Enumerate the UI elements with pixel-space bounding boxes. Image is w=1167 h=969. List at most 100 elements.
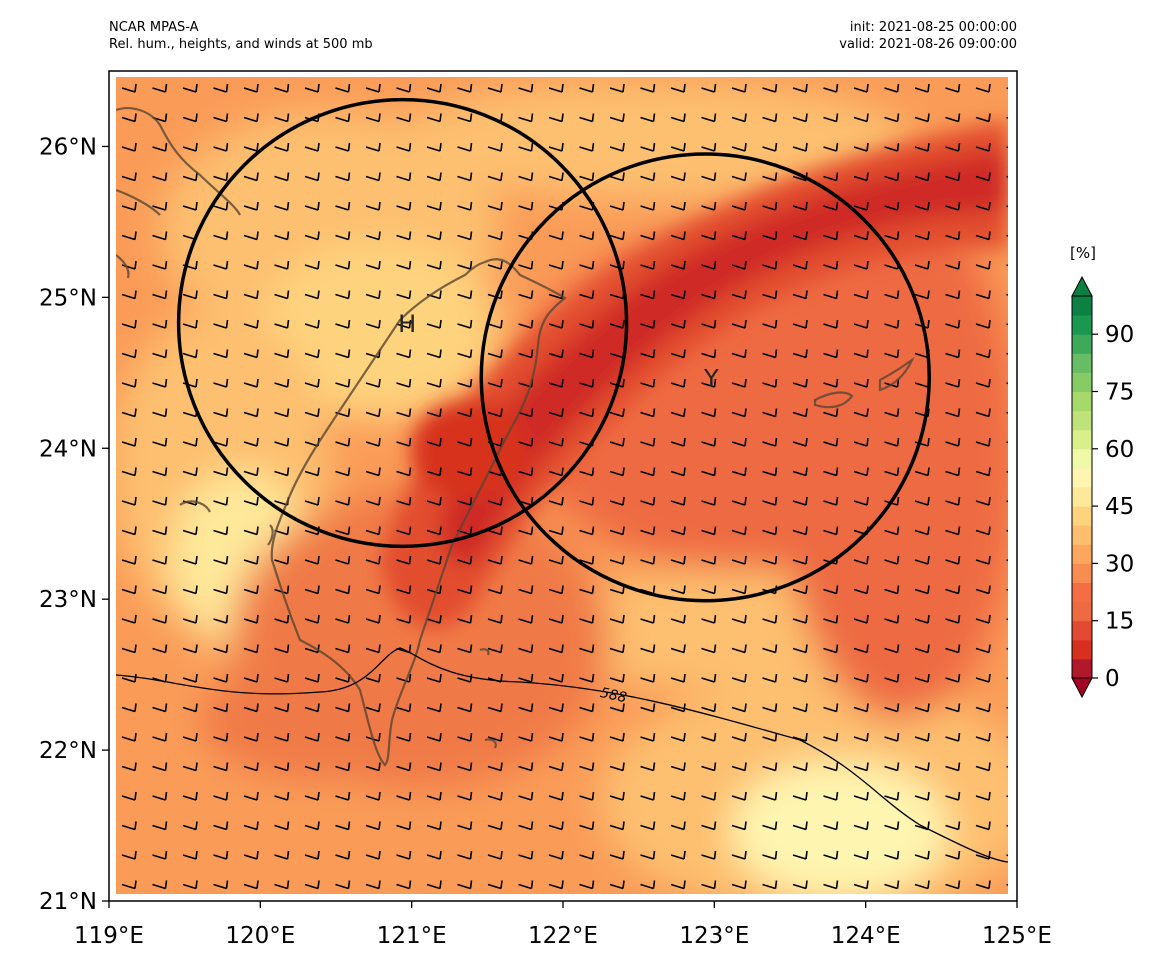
wind-barb (487, 703, 503, 713)
wind-barb (945, 408, 961, 418)
wind-barb (579, 673, 595, 683)
wind-barb (365, 791, 381, 801)
wind-barb (670, 614, 686, 624)
wind-barb (457, 585, 473, 595)
wind-barb (762, 260, 778, 270)
wind-barb (640, 201, 656, 211)
wind-barb (426, 172, 442, 182)
wind-barb (121, 644, 137, 654)
wind-barb (975, 467, 991, 477)
wind-barb (914, 113, 930, 123)
wind-barb (853, 349, 869, 359)
wind-barb (701, 555, 717, 565)
wind-barb (548, 644, 564, 654)
wind-barb (884, 231, 900, 241)
wind-barb (762, 791, 778, 801)
colorbar: [%] 0 15 30 45 60 75 90 (1070, 244, 1134, 699)
wind-barb (579, 555, 595, 565)
wind-barb (823, 732, 839, 742)
wind-barb (823, 437, 839, 447)
wind-barb (853, 703, 869, 713)
wind-barb (426, 762, 442, 772)
colorbar-bands (1072, 296, 1092, 679)
wind-barb (548, 555, 564, 565)
range-circles (176, 97, 931, 603)
wind-barb (182, 762, 198, 772)
wind-barb (335, 555, 351, 565)
wind-barb (304, 408, 320, 418)
coastlines (116, 107, 915, 767)
wind-barb (792, 732, 808, 742)
wind-barb (304, 614, 320, 624)
wind-barb (884, 762, 900, 772)
wind-barb (853, 673, 869, 683)
wind-barb (518, 290, 534, 300)
wind-barb (975, 408, 991, 418)
wind-barb (518, 555, 534, 565)
wind-barb (274, 614, 290, 624)
wind-barb (975, 142, 991, 152)
wind-barb (152, 467, 168, 477)
wind-barb (731, 821, 747, 831)
wind-barb (884, 319, 900, 329)
wind-barb (182, 703, 198, 713)
marker-h-label: H (398, 310, 416, 338)
wind-barb (640, 732, 656, 742)
wind-barb (182, 555, 198, 565)
wind-barb (884, 201, 900, 211)
wind-barb (914, 555, 930, 565)
wind-barb (701, 496, 717, 506)
wind-barb (457, 231, 473, 241)
wind-barb (152, 496, 168, 506)
wind-barb (426, 437, 442, 447)
colorbar-tick-label: 45 (1105, 494, 1134, 520)
wind-barb (396, 555, 412, 565)
wind-barb (701, 791, 717, 801)
wind-barb (945, 467, 961, 477)
wind-barb (304, 467, 320, 477)
wind-barb (121, 821, 137, 831)
wind-barb (640, 703, 656, 713)
wind-barb (335, 172, 351, 182)
colorbar-band (1072, 467, 1092, 488)
colorbar-band (1072, 563, 1092, 583)
wind-barb (121, 260, 137, 270)
wind-barb (701, 644, 717, 654)
wind-barb (731, 172, 747, 182)
wind-barb (457, 290, 473, 300)
wind-barb (457, 732, 473, 742)
wind-barb (670, 526, 686, 536)
wind-barb (640, 260, 656, 270)
wind-barb (945, 880, 961, 890)
wind-barb (853, 762, 869, 772)
wind-barb (975, 880, 991, 890)
wind-barb (914, 614, 930, 624)
wind-barb (548, 260, 564, 270)
wind-barb (853, 644, 869, 654)
wind-barb (731, 467, 747, 477)
wind-barb (914, 201, 930, 211)
wind-barb (823, 290, 839, 300)
wind-barb (457, 821, 473, 831)
wind-barb (487, 791, 503, 801)
wind-barb (548, 172, 564, 182)
wind-barb (213, 614, 229, 624)
wind-barb (365, 290, 381, 300)
wind-barb (792, 231, 808, 241)
wind-barb (670, 791, 686, 801)
wind-barb (304, 762, 320, 772)
wind-barb (335, 437, 351, 447)
wind-barb (487, 762, 503, 772)
wind-barb (823, 673, 839, 683)
wind-barb (243, 791, 259, 801)
y-tick-label: 23°N (39, 587, 97, 613)
wind-barb (457, 762, 473, 772)
wind-barb (579, 703, 595, 713)
wind-barb (609, 172, 625, 182)
wind-barb (975, 585, 991, 595)
wind-barb (762, 290, 778, 300)
wind-barb (121, 850, 137, 860)
wind-barb (670, 231, 686, 241)
wind-barb (487, 880, 503, 890)
wind-barb (335, 231, 351, 241)
